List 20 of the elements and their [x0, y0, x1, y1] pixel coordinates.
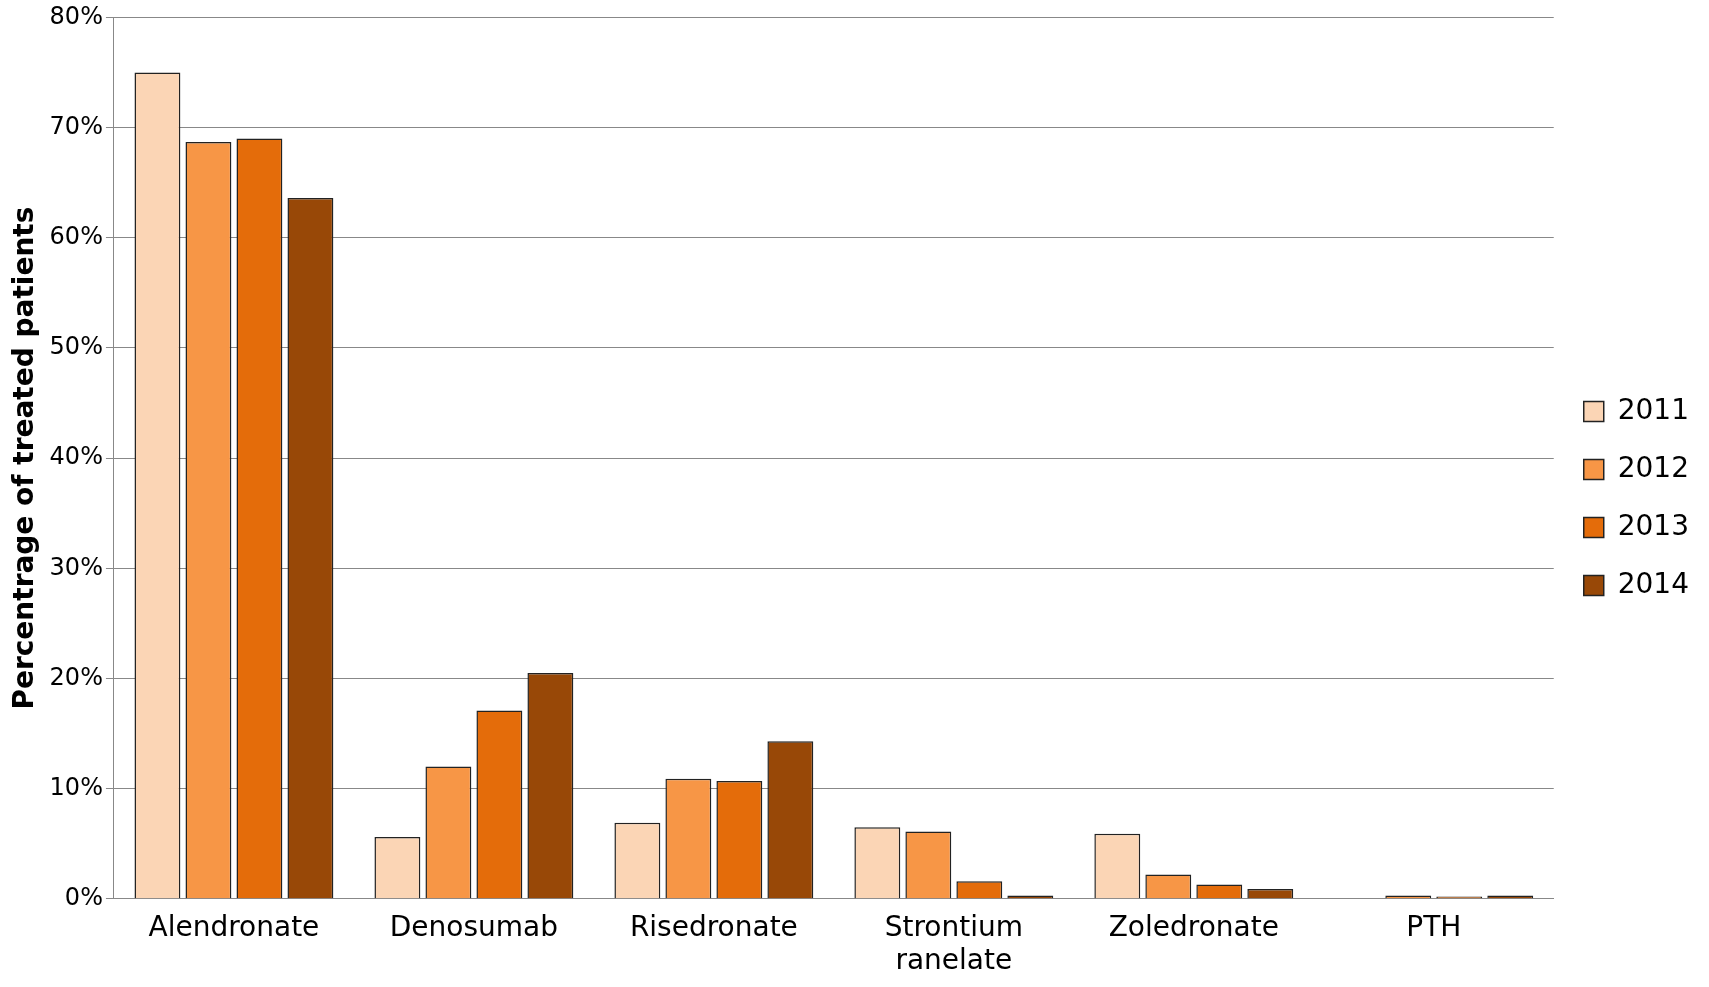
- legend-label: 2012: [1617, 450, 1690, 484]
- y-tick-label: 20%: [49, 662, 103, 691]
- y-tick-label: 10%: [49, 772, 103, 801]
- legend-label: 2011: [1617, 392, 1690, 426]
- y-tick-label: 70%: [49, 111, 103, 140]
- x-tick-label: Zoledronate: [1108, 909, 1279, 943]
- y-tick-label: 80%: [49, 1, 103, 30]
- x-tick-label: Risedronate: [629, 909, 798, 943]
- x-tick-label: Alendronate: [148, 909, 320, 943]
- x-tick-label: Strontium ranelate: [884, 909, 1023, 977]
- legend-label: 2014: [1617, 566, 1690, 600]
- y-tick-label: 30%: [49, 552, 103, 581]
- y-tick-label: 50%: [49, 332, 103, 361]
- y-tick-label: 60%: [49, 221, 103, 250]
- y-tick-label: 40%: [49, 442, 103, 471]
- y-tick-label: 0%: [64, 883, 103, 912]
- legend-label: 2013: [1617, 508, 1690, 542]
- x-tick-label: Denosumab: [389, 909, 558, 943]
- y-axis-title: Percentrage of treated patients: [7, 206, 41, 710]
- x-tick-label: PTH: [1406, 909, 1462, 943]
